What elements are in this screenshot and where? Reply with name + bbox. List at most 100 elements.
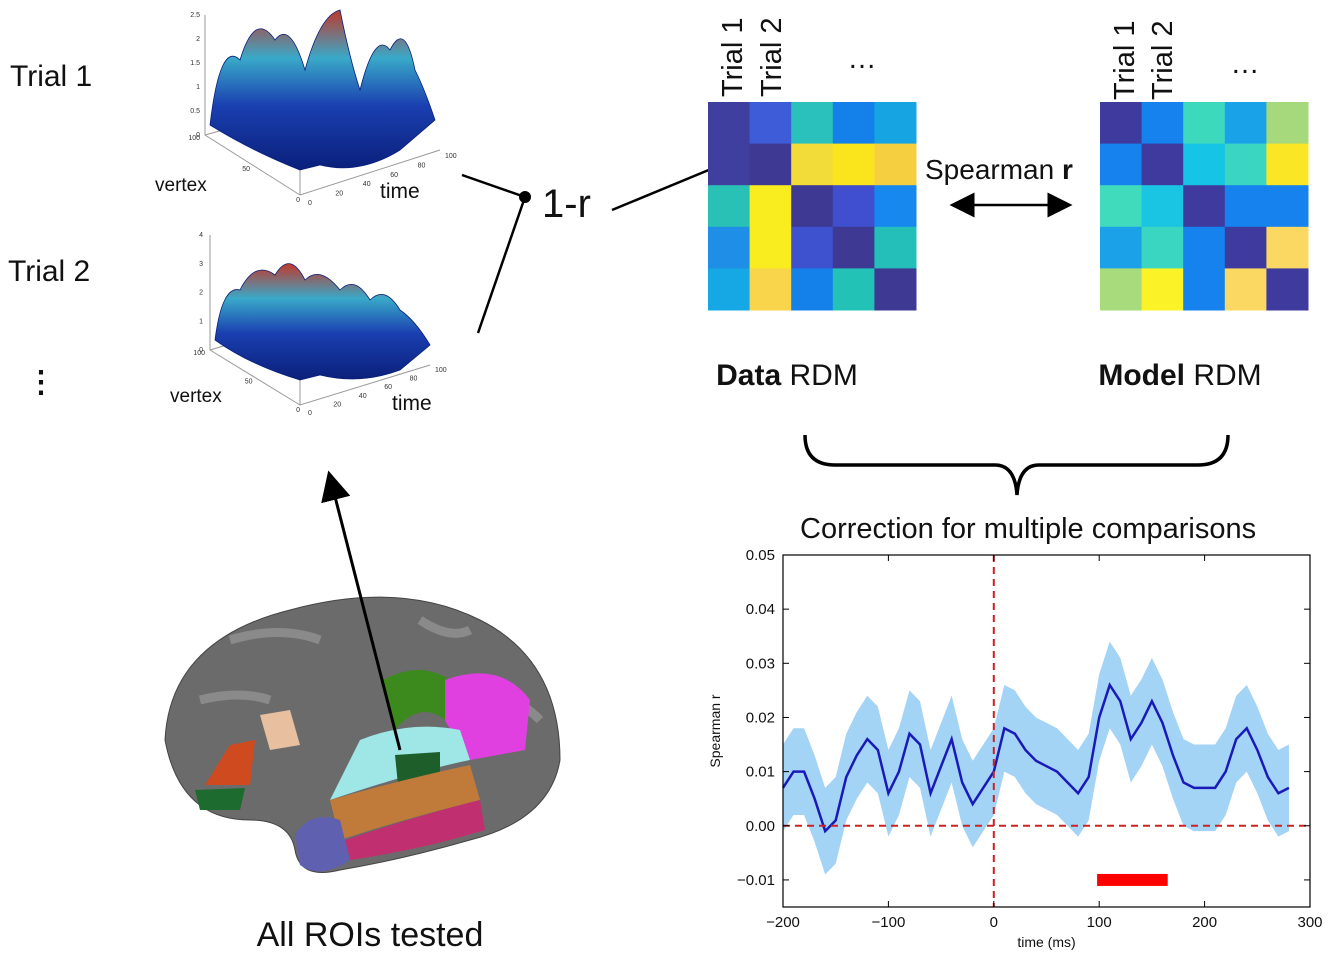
time-tick-label: 80: [410, 376, 418, 383]
rdm-cell: [1266, 185, 1308, 227]
column-label: …: [848, 43, 877, 75]
vertex-tick-label: 0: [296, 407, 300, 414]
time-tick-label: 20: [335, 191, 343, 198]
trial-label: Trial 1: [10, 60, 92, 93]
rdm-cell: [750, 144, 792, 186]
axis-label: time: [380, 180, 420, 203]
x-tick-label: 200: [1192, 914, 1217, 931]
time-tick-label: 60: [390, 172, 398, 179]
time-tick-label: 80: [418, 162, 426, 169]
axis-label: vertex: [155, 175, 207, 196]
rdm-cell: [708, 102, 750, 144]
rdm-cell: [1100, 185, 1142, 227]
surface-plot: [210, 235, 430, 405]
rdm-cell: [1100, 227, 1142, 269]
z-tick-label: 0.5: [190, 108, 200, 115]
rdm-cell: [1183, 268, 1225, 310]
rdm-cell: [1100, 144, 1142, 186]
x-tick-label: −200: [766, 914, 800, 931]
confidence-band: [783, 642, 1289, 875]
y-tick-label: 0.05: [746, 547, 775, 564]
z-tick-label: 1.5: [190, 60, 200, 67]
rdm-cell: [750, 102, 792, 144]
time-tick-label: 100: [445, 153, 457, 160]
trial-label: Trial 2: [8, 255, 90, 288]
rdm-cell: [833, 185, 875, 227]
column-label: …: [1231, 48, 1260, 80]
brace: [805, 435, 1228, 495]
rdm-cell: [1225, 227, 1267, 269]
z-tick-label: 1: [196, 84, 200, 91]
rdm-cell: [1266, 144, 1308, 186]
rdm-cell: [750, 185, 792, 227]
rdm-cell: [750, 227, 792, 269]
time-tick-label: 40: [363, 181, 371, 188]
time-tick-label: 60: [384, 384, 392, 391]
time-tick-label: 40: [359, 393, 367, 400]
rdm-cell: [708, 185, 750, 227]
rdm-cell: [1100, 268, 1142, 310]
surface-plot: [205, 10, 440, 195]
rdm-cell: [791, 144, 833, 186]
rdm-cell: [1266, 102, 1308, 144]
x-tick-label: 100: [1087, 914, 1112, 931]
correction-label: Correction for multiple comparisons: [800, 513, 1256, 545]
rdm-cell: [1142, 227, 1184, 269]
rdm-cell: [874, 268, 916, 310]
rdm-cell: [1183, 227, 1225, 269]
rois-label: All ROIs tested: [257, 916, 484, 953]
rdm-cell: [1142, 185, 1184, 227]
rdm-cell: [1225, 102, 1267, 144]
rdm-cell: [791, 102, 833, 144]
z-tick-label: 2: [196, 36, 200, 43]
rdm-cell: [874, 144, 916, 186]
z-tick-label: 4: [199, 232, 203, 239]
rdm-cell: [750, 268, 792, 310]
brain: [165, 597, 560, 872]
vertex-tick-label: 50: [242, 166, 250, 173]
y-tick-label: 0.00: [746, 818, 775, 835]
x-axis-label: time (ms): [1017, 934, 1075, 950]
rdm-cell: [1142, 102, 1184, 144]
time-tick-label: 20: [333, 401, 341, 408]
x-tick-label: 0: [990, 914, 998, 931]
page: Trial 1 Trial 2 ⋮ vertex time vertex tim…: [0, 0, 1338, 953]
comparison-label: Spearman r: [925, 154, 1073, 185]
junction-dot: [519, 191, 531, 203]
x-tick-label: −100: [872, 914, 906, 931]
y-tick-label: 0.03: [746, 655, 775, 672]
rdm-cell: [708, 268, 750, 310]
column-label: Trial 1: [717, 18, 749, 98]
column-label: Trial 2: [756, 18, 788, 98]
y-axis-label: Spearman r: [707, 694, 723, 767]
y-tick-label: −0.01: [737, 872, 775, 889]
rdm-cell: [791, 268, 833, 310]
y-tick-label: 0.04: [746, 601, 775, 618]
rdm-cell: [833, 227, 875, 269]
z-tick-label: 2: [199, 290, 203, 297]
column-label: Trial 1: [1109, 21, 1141, 101]
axis-label: vertex: [170, 386, 222, 407]
figure: Trial 1 Trial 2 ⋮ vertex time vertex tim…: [0, 0, 1338, 953]
rdm-cell: [874, 102, 916, 144]
rdm-cell: [1225, 144, 1267, 186]
rdm-title: Model RDM: [1098, 359, 1261, 392]
y-tick-label: 0.02: [746, 709, 775, 726]
rdm-cell: [1142, 268, 1184, 310]
rdm-cell: [1266, 227, 1308, 269]
rdm-title: Data RDM: [716, 359, 858, 392]
rdm-cell: [833, 144, 875, 186]
z-tick-label: 2.5: [190, 12, 200, 19]
z-tick-label: 3: [199, 261, 203, 268]
vertex-tick-label: 100: [193, 350, 205, 357]
rdm-cell: [1183, 144, 1225, 186]
vertex-tick-label: 100: [188, 135, 200, 142]
rdm-cell: [1100, 102, 1142, 144]
trial-label: ⋮: [26, 366, 56, 399]
connector: [462, 162, 728, 333]
rdm-cell: [833, 102, 875, 144]
operation: 1-r: [542, 182, 591, 226]
z-tick-label: 1: [199, 318, 203, 325]
rdm-cell: [708, 227, 750, 269]
time-tick-label: 100: [435, 367, 447, 374]
